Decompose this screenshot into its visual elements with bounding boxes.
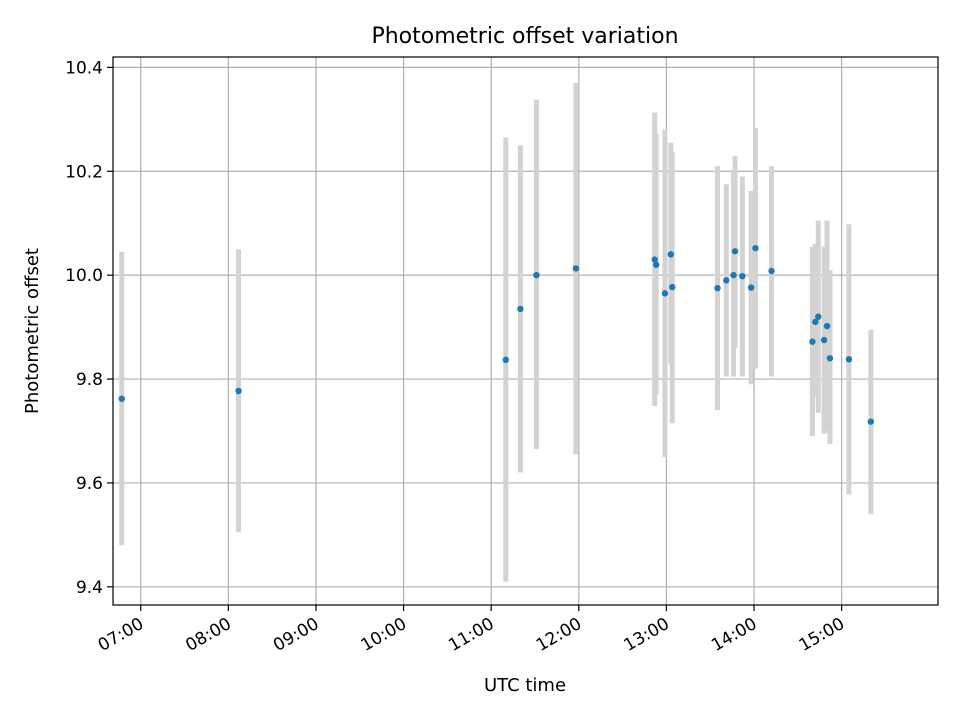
data-point xyxy=(845,356,853,363)
y-tick-label: 9.6 xyxy=(76,474,103,494)
data-point xyxy=(502,356,509,364)
data-point xyxy=(669,283,676,291)
data-point xyxy=(820,336,828,344)
data-point xyxy=(809,338,816,345)
y-tick-label: 9.8 xyxy=(76,370,103,390)
x-axis-label: UTC time xyxy=(484,675,566,696)
data-point xyxy=(118,395,125,402)
y-axis-ticks: 9.4 9.6 9.8 10.0 10.2 10.4 xyxy=(65,58,113,598)
y-tick-label: 10.0 xyxy=(65,266,103,286)
data-point xyxy=(723,277,730,284)
data-point xyxy=(752,244,759,252)
y-axis-label: Photometric offset xyxy=(22,248,43,414)
data-point xyxy=(714,284,721,292)
data-points xyxy=(118,244,875,425)
data-point xyxy=(517,305,524,313)
data-point xyxy=(812,318,819,326)
data-point xyxy=(572,265,580,272)
data-point xyxy=(730,271,737,279)
plot-frame xyxy=(112,56,939,606)
chart-title: Photometric offset variation xyxy=(371,24,678,49)
data-point xyxy=(815,313,822,320)
data-point xyxy=(652,261,660,268)
data-point xyxy=(533,271,540,279)
data-point xyxy=(747,284,755,291)
data-point xyxy=(661,290,669,297)
data-point xyxy=(235,387,242,395)
data-point xyxy=(768,267,775,275)
data-point xyxy=(667,251,674,258)
data-point xyxy=(867,418,875,425)
y-tick-label: 10.4 xyxy=(65,58,103,78)
data-point xyxy=(651,256,658,263)
y-tick-label: 9.4 xyxy=(76,578,103,598)
data-point xyxy=(731,248,739,255)
data-point xyxy=(823,322,831,330)
y-tick-label: 10.2 xyxy=(65,162,103,182)
data-point xyxy=(826,355,834,362)
data-point xyxy=(739,273,746,280)
